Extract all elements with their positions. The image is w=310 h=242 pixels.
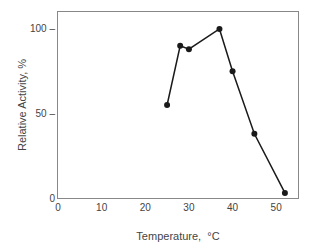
svg-text:30: 30 bbox=[183, 202, 195, 213]
svg-text:0: 0 bbox=[55, 202, 61, 213]
svg-text:40: 40 bbox=[227, 202, 239, 213]
svg-text:Relative Activity, %: Relative Activity, % bbox=[16, 59, 28, 151]
svg-text:10: 10 bbox=[96, 202, 108, 213]
svg-text:Temperature, °C: Temperature, °C bbox=[136, 230, 219, 242]
svg-text:100 –: 100 – bbox=[30, 23, 55, 34]
svg-text:50 –: 50 – bbox=[36, 108, 56, 119]
svg-text:0: 0 bbox=[49, 193, 55, 204]
svg-text:50: 50 bbox=[271, 202, 283, 213]
svg-text:20: 20 bbox=[140, 202, 152, 213]
